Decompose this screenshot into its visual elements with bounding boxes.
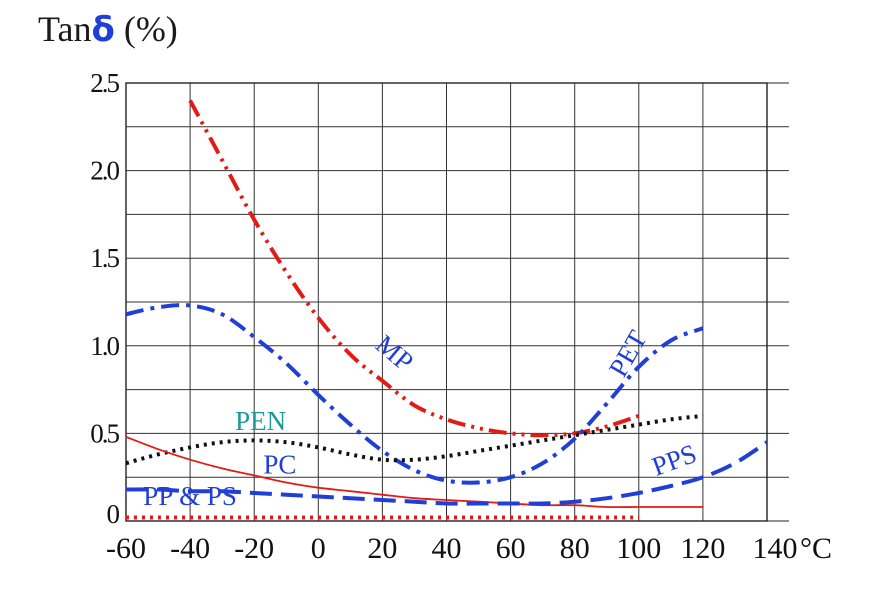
x-tick-label: -40 (170, 532, 210, 565)
x-tick-label: -20 (234, 532, 274, 565)
y-tick-label: 2.0 (90, 156, 119, 186)
plot-frame (125, 82, 768, 522)
curve-label: PEN (235, 406, 286, 436)
curve-label: PPS (648, 438, 701, 482)
chart-title: Tanδ (%) (38, 8, 178, 50)
series-line-mp (188, 99, 640, 438)
x-tick-label: 80 (560, 532, 590, 565)
x-tick-label: 60 (496, 532, 526, 565)
x-tick-label: 0 (311, 532, 326, 565)
x-tick-label: 40 (432, 532, 462, 565)
x-tick-label: -60 (106, 532, 146, 565)
curve-label: PP & PS (143, 481, 237, 511)
y-tick-label: 0 (107, 499, 120, 529)
delta-symbol: δ (91, 10, 115, 50)
x-tick-label: 140 (753, 532, 798, 565)
curve-label: PET (603, 325, 653, 382)
x-axis-unit: °C (800, 532, 832, 565)
x-tick-label: 120 (680, 532, 725, 565)
y-tick-label: 2.5 (90, 68, 119, 98)
series-line-pet (125, 303, 704, 485)
y-tick-label: 0.5 (90, 418, 119, 448)
series-line-pc (125, 436, 704, 509)
title-prefix: Tan (38, 9, 92, 49)
grid (126, 83, 789, 521)
x-tick-label: 100 (616, 532, 661, 565)
series-line-pen (125, 413, 704, 466)
curve-label: PC (263, 450, 296, 480)
title-unit: (%) (123, 9, 178, 49)
curve-label: MP (370, 329, 419, 377)
x-tick-label: 20 (367, 532, 397, 565)
y-tick-label: 1.5 (90, 243, 119, 273)
y-tick-label: 1.0 (90, 331, 119, 361)
series-line-pps (125, 440, 769, 506)
